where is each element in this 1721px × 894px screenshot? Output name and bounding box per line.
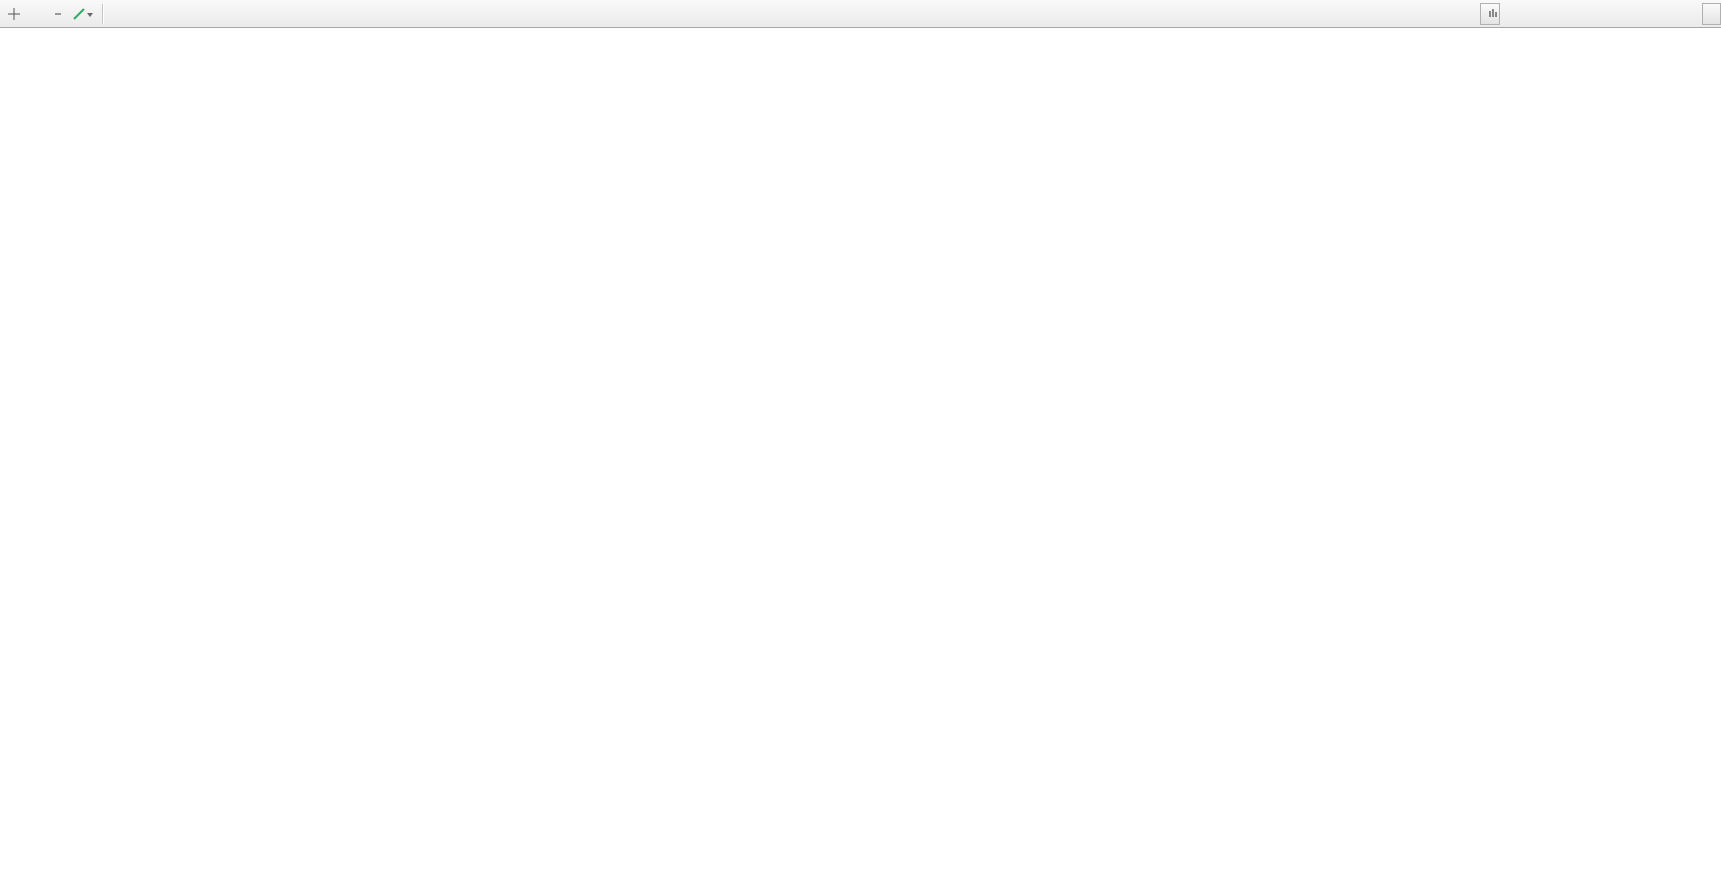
toolbar-separator	[102, 3, 104, 24]
shapes-icon	[73, 7, 93, 20]
toolbar	[0, 0, 1721, 28]
toolbar-edge-button[interactable]	[1702, 3, 1721, 25]
shapes-tool-button[interactable]	[69, 3, 97, 25]
crosshair-tool-button[interactable]	[3, 3, 25, 25]
toolbar-right-button[interactable]	[1480, 3, 1500, 25]
text-tool-button[interactable]	[25, 3, 47, 25]
text-t-icon	[55, 12, 61, 15]
crosshair-icon	[8, 7, 20, 20]
mini-chart-icon	[1489, 8, 1497, 17]
textbox-tool-button[interactable]	[47, 3, 69, 25]
